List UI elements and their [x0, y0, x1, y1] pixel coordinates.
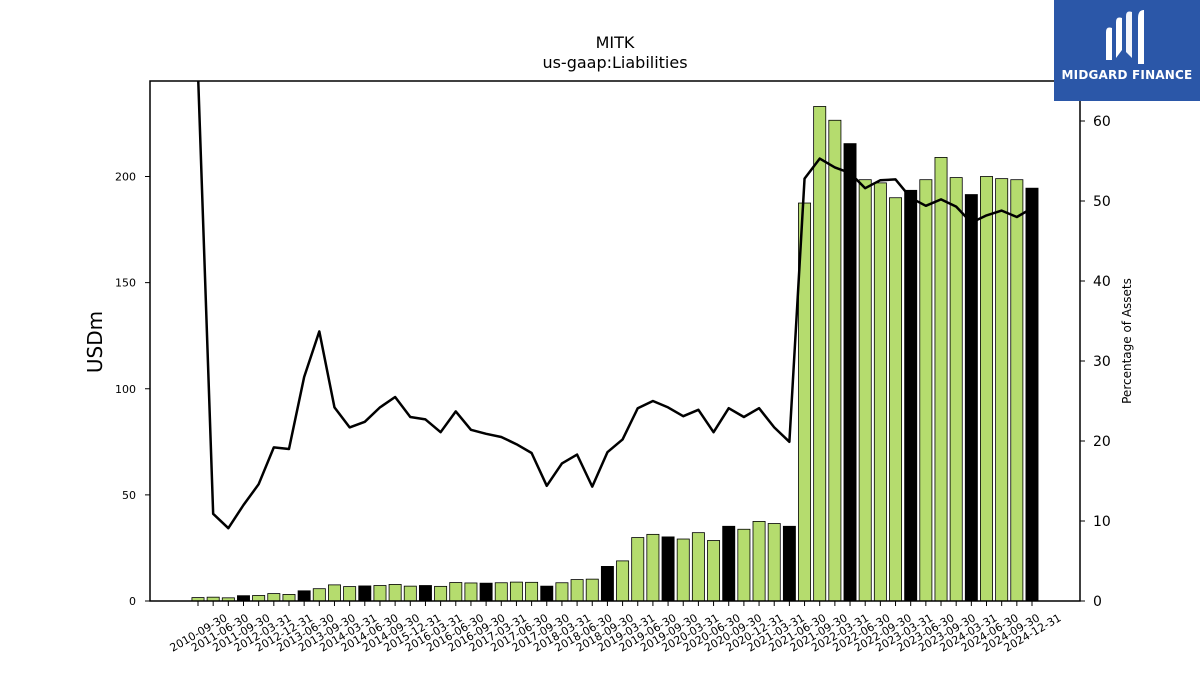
left-tick-label-200: 200	[115, 171, 136, 184]
bar-2020-06-30	[767, 523, 781, 602]
bar-2014-09-30	[418, 585, 432, 602]
bar-2011-12-31	[252, 595, 266, 602]
y-axis-left-label: USDm	[83, 311, 107, 373]
bar-2015-06-30	[464, 582, 478, 602]
right-tick-label-10: 10	[1093, 514, 1111, 530]
bar-2022-06-30	[889, 197, 902, 602]
bar-2013-12-31	[373, 585, 387, 602]
right-tick-label-40: 40	[1093, 274, 1111, 290]
bar-2019-09-30	[722, 525, 736, 602]
plot-frame	[149, 80, 1081, 602]
bar-2012-09-30	[297, 590, 311, 602]
bar-2017-03-31	[570, 579, 584, 602]
brand-name: MIDGARD FINANCE	[1061, 68, 1193, 82]
bar-2019-03-31	[691, 532, 705, 602]
left-tick-label-50: 50	[122, 489, 136, 502]
midgard-logo-icon	[1106, 10, 1144, 64]
bar-2022-12-31	[919, 179, 933, 602]
chart-subtitle: us-gaap:Liabilities	[542, 53, 687, 72]
bar-2021-12-31	[858, 179, 872, 602]
bar-2018-03-31	[631, 537, 645, 602]
bar-2018-12-31	[676, 538, 690, 602]
bar-2013-09-30	[358, 585, 372, 602]
bar-2022-03-31	[873, 182, 887, 602]
bar-2019-12-31	[737, 528, 751, 602]
bar-2013-06-30	[343, 586, 357, 602]
bar-series	[191, 106, 1039, 602]
bar-2021-09-30	[843, 143, 857, 602]
bar-2012-03-31	[267, 593, 281, 602]
left-tick-label-0: 0	[129, 595, 136, 608]
bar-2018-06-30	[646, 533, 660, 602]
left-tick-label-100: 100	[115, 383, 136, 396]
bar-2021-06-30	[828, 119, 842, 602]
chart-title: MITK	[596, 33, 635, 52]
left-tick-label-150: 150	[115, 277, 136, 290]
bar-2012-12-31	[312, 588, 326, 602]
bar-2017-06-30	[585, 578, 599, 602]
bar-2015-12-31	[494, 582, 508, 602]
bar-2017-09-30	[600, 566, 614, 602]
bar-2020-03-31	[752, 521, 766, 602]
bar-2024-09-30	[1025, 187, 1039, 602]
bar-2020-09-30	[782, 525, 796, 602]
bar-2019-06-30	[707, 540, 721, 602]
bar-2014-06-30	[403, 585, 417, 602]
right-tick-label-50: 50	[1093, 194, 1111, 210]
bar-2016-09-30	[540, 585, 554, 602]
bar-2016-03-31	[509, 581, 523, 602]
right-axis: 0 10 20 30 40 50 60	[1080, 114, 1111, 610]
bar-2016-12-31	[555, 582, 569, 602]
bar-2017-12-31	[616, 560, 630, 602]
x-axis: 2010-09-302011-06-302011-09-302012-03-31…	[168, 601, 1064, 655]
bar-2018-09-30	[661, 536, 675, 602]
right-tick-label-60: 60	[1093, 114, 1111, 130]
right-tick-label-20: 20	[1093, 434, 1111, 450]
bar-2016-06-30	[525, 581, 539, 602]
bar-2014-12-31	[434, 585, 448, 602]
percentage-line-layer	[197, 81, 1033, 530]
bar-2023-09-30	[964, 194, 978, 602]
bar-2014-03-31	[388, 584, 402, 602]
bar-2015-09-30	[479, 582, 493, 602]
bar-2015-03-31	[449, 582, 463, 602]
bar-2023-06-30	[949, 177, 963, 602]
left-axis: 0 50 100 150 200	[115, 171, 150, 608]
bar-2011-09-30	[237, 595, 250, 602]
bar-2024-06-30	[1010, 179, 1024, 602]
bar-2012-06-30	[282, 594, 296, 602]
bar-2022-09-30	[904, 189, 918, 602]
brand-logo: MIDGARD FINANCE	[1054, 0, 1200, 101]
bar-2023-12-31	[980, 176, 993, 602]
right-tick-label-30: 30	[1093, 354, 1111, 370]
bar-2023-03-31	[934, 157, 948, 602]
bar-2024-03-31	[995, 178, 1009, 602]
right-tick-label-0: 0	[1093, 594, 1102, 610]
percentage-of-assets-line	[197, 81, 1033, 530]
bar-2021-03-31	[813, 106, 827, 602]
y-axis-right-label: Percentage of Assets	[1120, 278, 1134, 404]
bar-2013-03-31	[328, 584, 341, 602]
